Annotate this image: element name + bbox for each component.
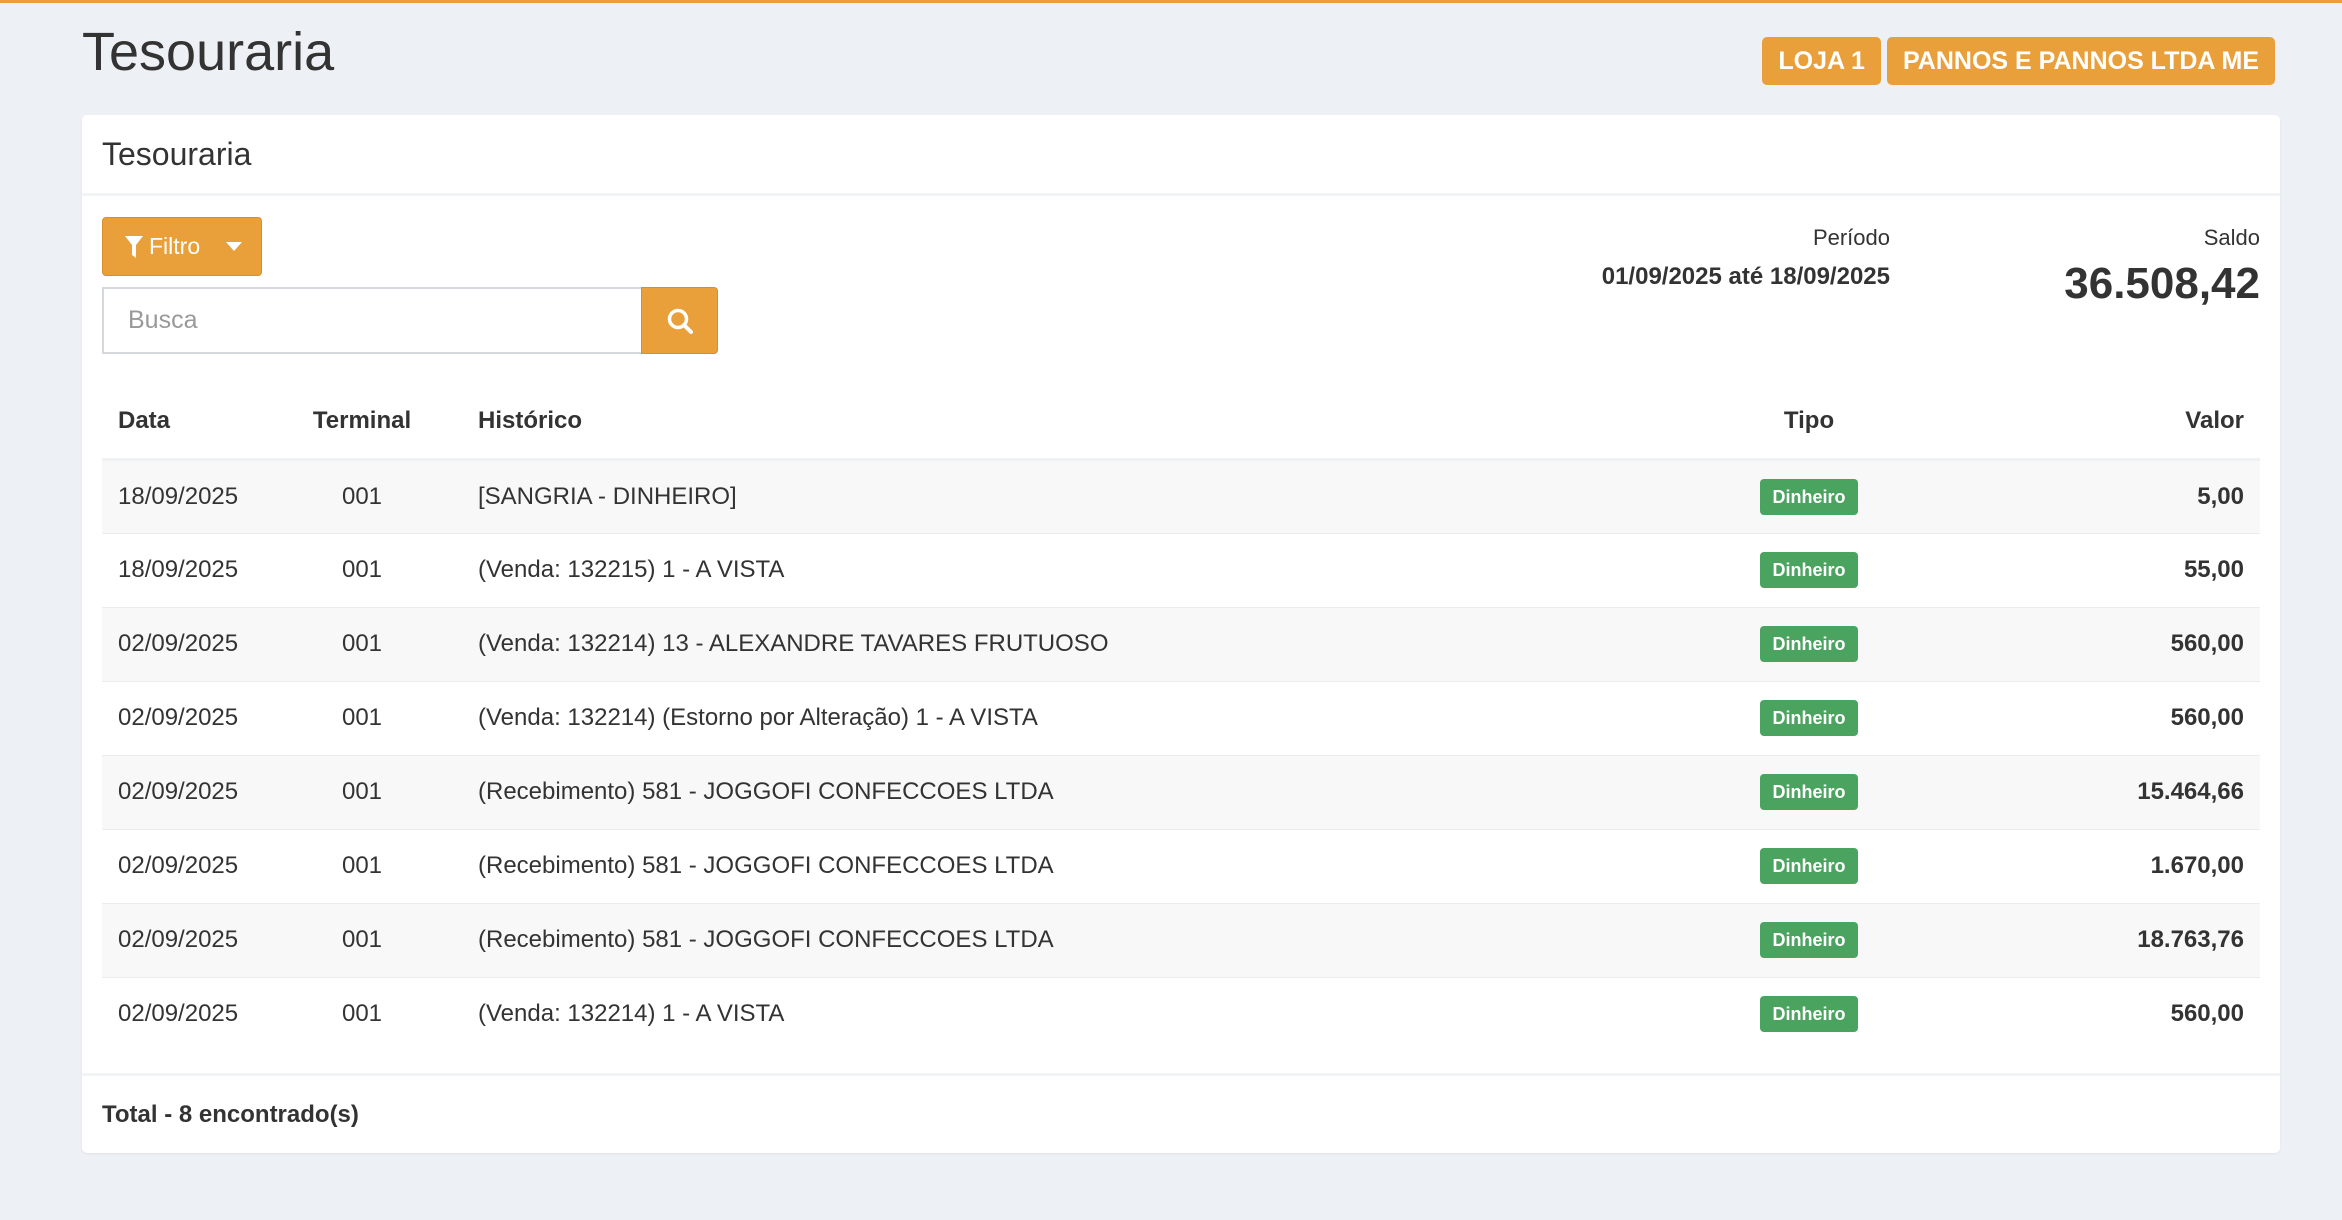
cell-historico: (Recebimento) 581 - JOGGOFI CONFECCOES L… [462, 754, 1709, 829]
tipo-badge: Dinheiro [1760, 478, 1858, 515]
table-row[interactable]: 02/09/2025 001 (Recebimento) 581 - JOGGOFI… [102, 902, 2260, 977]
cell-historico: (Recebimento) 581 - JOGGOFI CONFECCOES L… [462, 902, 1709, 977]
cell-terminal: 001 [262, 458, 462, 533]
cell-data: 18/09/2025 [102, 532, 262, 607]
search-group [102, 287, 718, 354]
cell-terminal: 001 [262, 532, 462, 607]
cell-historico: (Venda: 132215) 1 - A VISTA [462, 532, 1709, 607]
table-row[interactable]: 02/09/2025 001 (Recebimento) 581 - JOGGOFI… [102, 754, 2260, 829]
cell-valor: 55,00 [1909, 532, 2260, 607]
cell-valor: 5,00 [1909, 458, 2260, 533]
cell-tipo: Dinheiro [1709, 754, 1909, 829]
cell-valor: 1.670,00 [1909, 828, 2260, 903]
saldo-label: Saldo [2203, 225, 2260, 250]
cell-data: 02/09/2025 [102, 902, 262, 977]
company-badge[interactable]: PANNOS E PANNOS LTDA ME [1886, 37, 2275, 85]
cell-data: 02/09/2025 [102, 754, 262, 829]
cell-valor: 15.464,66 [1909, 754, 2260, 829]
store-badges: LOJA 1 PANNOS E PANNOS LTDA ME [1762, 37, 2275, 85]
cell-valor: 560,00 [1909, 606, 2260, 681]
search-input[interactable] [102, 287, 641, 354]
cell-tipo: Dinheiro [1709, 458, 1909, 533]
cell-tipo: Dinheiro [1709, 606, 1909, 681]
cell-terminal: 001 [262, 680, 462, 755]
cell-data: 02/09/2025 [102, 606, 262, 681]
table-row[interactable]: 02/09/2025 001 (Recebimento) 581 - JOGGOFI… [102, 828, 2260, 903]
cell-tipo: Dinheiro [1709, 976, 1909, 1051]
tipo-badge: Dinheiro [1760, 922, 1858, 958]
cell-tipo: Dinheiro [1709, 680, 1909, 755]
cell-tipo: Dinheiro [1709, 532, 1909, 607]
cell-data: 02/09/2025 [102, 680, 262, 755]
cell-tipo: Dinheiro [1709, 902, 1909, 977]
periodo-summary: Período 01/09/2025 até 18/09/2025 [1602, 225, 1890, 291]
table-total: Total - 8 encontrado(s) [82, 1073, 2280, 1153]
cell-terminal: 001 [262, 976, 462, 1051]
table-row[interactable]: 18/09/2025 001 (Venda: 132215) 1 - A VISTA… [102, 532, 2260, 607]
cell-terminal: 001 [262, 754, 462, 829]
search-icon [667, 308, 693, 334]
filter-label: Filtro [149, 233, 201, 259]
cell-valor: 560,00 [1909, 680, 2260, 755]
periodo-value: 01/09/2025 até 18/09/2025 [1601, 263, 1890, 290]
tesouraria-card: Tesouraria Filtro Período 01/09/2025 até… [82, 115, 2280, 1153]
cell-terminal: 001 [262, 902, 462, 977]
cell-data: 02/09/2025 [102, 828, 262, 903]
cell-valor: 560,00 [1909, 976, 2260, 1051]
saldo-value: 36.508,42 [2064, 259, 2260, 308]
periodo-label: Período [1812, 225, 1890, 250]
header-historico[interactable]: Histórico [462, 384, 1709, 461]
table-row[interactable]: 02/09/2025 001 (Venda: 132214) 1 - A VISTA… [102, 976, 2260, 1051]
tipo-badge: Dinheiro [1760, 996, 1858, 1033]
table-header-row: Data Terminal Histórico Tipo Valor [102, 384, 2260, 461]
cell-historico: [SANGRIA - DINHEIRO] [462, 458, 1709, 533]
tipo-badge: Dinheiro [1760, 626, 1858, 662]
cell-historico: (Recebimento) 581 - JOGGOFI CONFECCOES L… [462, 828, 1709, 903]
header-tipo[interactable]: Tipo [1709, 384, 1909, 461]
tipo-badge: Dinheiro [1760, 774, 1858, 810]
page-title: Tesouraria [82, 22, 335, 82]
cell-terminal: 001 [262, 606, 462, 681]
cell-valor: 18.763,76 [1909, 902, 2260, 977]
transactions-table: Data Terminal Histórico Tipo Valor 18/09… [102, 384, 2260, 1051]
header-terminal[interactable]: Terminal [262, 384, 462, 461]
cell-historico: (Venda: 132214) (Estorno por Alteração) … [462, 680, 1709, 755]
cell-historico: (Venda: 132214) 13 - ALEXANDRE TAVARES F… [462, 606, 1709, 681]
header-data[interactable]: Data [102, 384, 262, 461]
tipo-badge: Dinheiro [1760, 848, 1858, 884]
store-badge[interactable]: LOJA 1 [1762, 37, 1881, 85]
filter-icon [125, 235, 143, 258]
tipo-badge: Dinheiro [1760, 700, 1858, 736]
table-row[interactable]: 18/09/2025 001 [SANGRIA - DINHEIRO] Dinheir… [102, 458, 2260, 533]
cell-data: 18/09/2025 [102, 458, 262, 533]
header-valor[interactable]: Valor [1909, 384, 2260, 461]
cell-historico: (Venda: 132214) 1 - A VISTA [462, 976, 1709, 1051]
saldo-summary: Saldo 36.508,42 [2064, 225, 2260, 309]
cell-data: 02/09/2025 [102, 976, 262, 1051]
tipo-badge: Dinheiro [1760, 552, 1858, 588]
cell-terminal: 001 [262, 828, 462, 903]
search-button[interactable] [641, 287, 718, 354]
card-title: Tesouraria [82, 115, 2280, 196]
caret-down-icon [226, 242, 243, 251]
table-row[interactable]: 02/09/2025 001 (Venda: 132214) 13 - ALEXAN… [102, 606, 2260, 681]
table-row[interactable]: 02/09/2025 001 (Venda: 132214) (Estorno po… [102, 680, 2260, 755]
filter-dropdown-button[interactable]: Filtro [102, 217, 262, 276]
cell-tipo: Dinheiro [1709, 828, 1909, 903]
